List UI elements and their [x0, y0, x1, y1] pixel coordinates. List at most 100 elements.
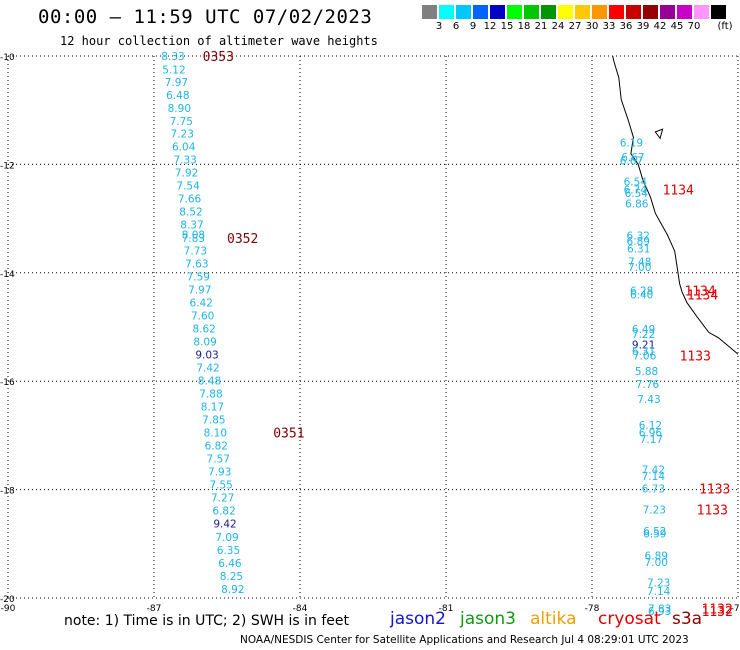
lat-tick-label: -14	[0, 270, 15, 280]
scale-swatch	[643, 5, 659, 19]
wave-height-value: 8.62	[192, 324, 215, 336]
wave-height-value: 7.55	[209, 480, 232, 492]
wave-height-value: 7.33	[173, 155, 196, 167]
scale-label: 70	[687, 21, 701, 32]
scale-swatch	[490, 5, 506, 19]
scale-label: 12	[483, 21, 497, 32]
wave-height-value: 7.92	[175, 168, 198, 180]
wave-height-value: 5.88	[635, 366, 658, 378]
satellite-label-jason2: jason2	[390, 609, 446, 629]
units-note: note: 1) Time is in UTC; 2) SWH is in fe…	[64, 613, 350, 629]
scale-swatch	[473, 5, 489, 19]
scale-swatch	[524, 5, 540, 19]
wave-height-value: 7.97	[165, 77, 188, 89]
satellite-label-jason3: jason3	[460, 609, 516, 629]
scale-swatch	[592, 5, 608, 19]
wave-height-value: 6.96	[639, 428, 663, 440]
wave-height-value: 6.46	[218, 558, 242, 570]
lon-tick-label: -90	[1, 604, 16, 614]
wave-height-value: 5.12	[162, 65, 185, 77]
page-subtitle: 12 hour collection of altimeter wave hei…	[60, 34, 378, 48]
wave-height-value: 7.93	[208, 467, 231, 479]
island-outline	[654, 128, 664, 140]
satellite-label-cryosat: cryosat	[598, 609, 661, 629]
wave-height-value: 8.37	[180, 220, 203, 232]
scale-swatch	[507, 5, 523, 19]
scale-swatch	[558, 5, 574, 19]
wave-height-value: 7.27	[211, 493, 234, 505]
scale-label: 42	[653, 21, 667, 32]
wave-height-value: 7.83	[648, 603, 671, 615]
lon-tick-label: -87	[147, 604, 162, 614]
wave-height-value: 6.82	[205, 441, 228, 453]
wave-height-value: 8.08	[182, 229, 205, 241]
wave-height-value: 9.21	[632, 339, 655, 351]
wave-height-value: 6.89	[627, 236, 650, 248]
wave-height-value: 7.17	[640, 434, 663, 446]
scale-swatch	[694, 5, 710, 19]
wave-height-value: 6.12	[639, 420, 662, 432]
wave-height-value: 8.25	[220, 571, 243, 583]
pass-time-label: 1133	[697, 504, 728, 519]
wave-height-value: 6.89	[645, 551, 668, 563]
pass-time-label: 0352	[227, 232, 258, 247]
wave-height-value: 7.00	[628, 262, 651, 274]
wave-height-value: 6.49	[632, 324, 655, 336]
scale-swatch	[439, 5, 455, 19]
wave-height-value: 6.67	[621, 152, 644, 164]
wave-height-value: 6.04	[172, 142, 196, 154]
scale-label: 45	[670, 21, 684, 32]
lat-tick-label: -18	[0, 487, 15, 497]
lon-tick-label: -81	[439, 604, 454, 614]
wave-height-value: 6.28	[630, 286, 653, 298]
wave-height-value: 7.23	[643, 505, 666, 517]
lat-tick-label: -10	[0, 53, 15, 63]
scale-label: 3	[435, 21, 443, 32]
scale-swatch	[626, 5, 642, 19]
wave-height-value: 8.92	[221, 584, 244, 596]
wave-height-value: 9.42	[213, 519, 236, 531]
wave-height-value: 7.42	[642, 465, 665, 477]
wave-height-value: 6.86	[625, 198, 649, 210]
scale-unit: (ft)	[717, 21, 733, 32]
pass-time-label: 1134	[663, 183, 694, 198]
wave-height-value: 7.48	[628, 256, 651, 268]
satellite-label-s3a: s3a	[672, 609, 703, 629]
wave-height-value: 6.82	[212, 506, 235, 518]
wave-height-value: 8.17	[201, 402, 224, 414]
lat-tick-label: -12	[0, 161, 15, 171]
wave-height-value: 6.31	[627, 243, 650, 255]
wave-height-value: 7.23	[171, 129, 194, 141]
wave-height-value: 8.52	[179, 207, 202, 219]
pass-time-label: 1133	[699, 483, 730, 498]
wave-height-value: 6.31	[632, 346, 655, 358]
wave-height-value: 9.03	[195, 350, 218, 362]
wave-height-value: 6.54	[625, 188, 649, 200]
wave-height-value: 6.35	[217, 545, 240, 557]
wave-height-value: 6.54	[624, 177, 648, 189]
scale-swatch	[711, 5, 727, 19]
wave-height-value: 6.52	[643, 526, 666, 538]
lon-tick-label: -84	[293, 604, 308, 614]
pass-time-label: 1134	[687, 288, 718, 303]
scale-swatch	[609, 5, 625, 19]
scale-label: 6	[452, 21, 460, 32]
wave-height-value: 6.42	[190, 298, 213, 310]
lon-tick-label: -75	[731, 604, 740, 614]
wave-height-value: 6.19	[620, 138, 643, 150]
wave-height-value: 7.54	[176, 181, 200, 193]
wave-height-value: 7.59	[187, 272, 210, 284]
wave-height-value: 8.10	[204, 428, 227, 440]
scale-label: 21	[534, 21, 548, 32]
wave-height-value: 7.75	[170, 116, 193, 128]
wave-height-value: 7.42	[196, 363, 219, 375]
pass-time-label: 1134	[684, 285, 715, 300]
scale-swatch	[422, 5, 438, 19]
wave-height-value: 8.90	[168, 103, 191, 115]
wave-height-value: 6.48	[166, 90, 189, 102]
wave-height-value: 6.93	[648, 606, 671, 618]
coastline	[612, 56, 738, 355]
wave-height-value: 6.32	[627, 230, 650, 242]
scale-swatch	[456, 5, 472, 19]
scale-label: 30	[585, 21, 599, 32]
